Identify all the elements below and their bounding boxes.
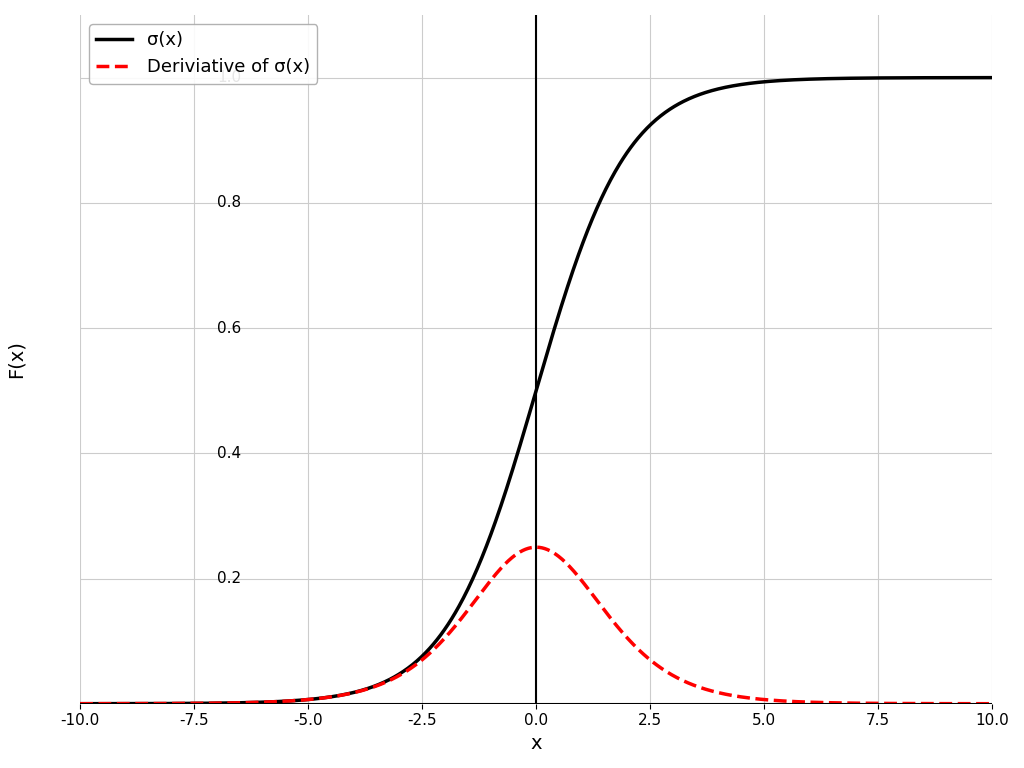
σ(x) bbox=[167, 699, 179, 708]
Text: 0.8: 0.8 bbox=[217, 195, 241, 210]
σ(x) bbox=[475, 553, 487, 562]
Deriviative of σ(x) bbox=[167, 699, 179, 708]
Legend: σ(x), Deriviative of σ(x): σ(x), Deriviative of σ(x) bbox=[89, 24, 317, 84]
Line: σ(x): σ(x) bbox=[80, 78, 992, 703]
σ(x) bbox=[986, 73, 998, 82]
σ(x) bbox=[802, 74, 814, 84]
Text: 0.4: 0.4 bbox=[217, 445, 241, 461]
σ(x) bbox=[74, 699, 86, 708]
Deriviative of σ(x) bbox=[701, 685, 714, 694]
Text: F(x): F(x) bbox=[7, 340, 26, 379]
Text: 1.0: 1.0 bbox=[217, 70, 241, 85]
Deriviative of σ(x) bbox=[74, 699, 86, 708]
X-axis label: x: x bbox=[530, 734, 542, 753]
σ(x) bbox=[700, 88, 713, 97]
Text: 0.6: 0.6 bbox=[217, 320, 241, 336]
Deriviative of σ(x) bbox=[786, 697, 799, 706]
Deriviative of σ(x) bbox=[475, 588, 487, 597]
Deriviative of σ(x) bbox=[442, 629, 455, 638]
Text: 0.2: 0.2 bbox=[217, 571, 241, 586]
σ(x) bbox=[442, 618, 455, 627]
Deriviative of σ(x) bbox=[529, 542, 542, 551]
Deriviative of σ(x) bbox=[986, 699, 998, 708]
Deriviative of σ(x) bbox=[803, 697, 815, 707]
Line: Deriviative of σ(x): Deriviative of σ(x) bbox=[80, 547, 992, 703]
σ(x) bbox=[785, 75, 798, 84]
